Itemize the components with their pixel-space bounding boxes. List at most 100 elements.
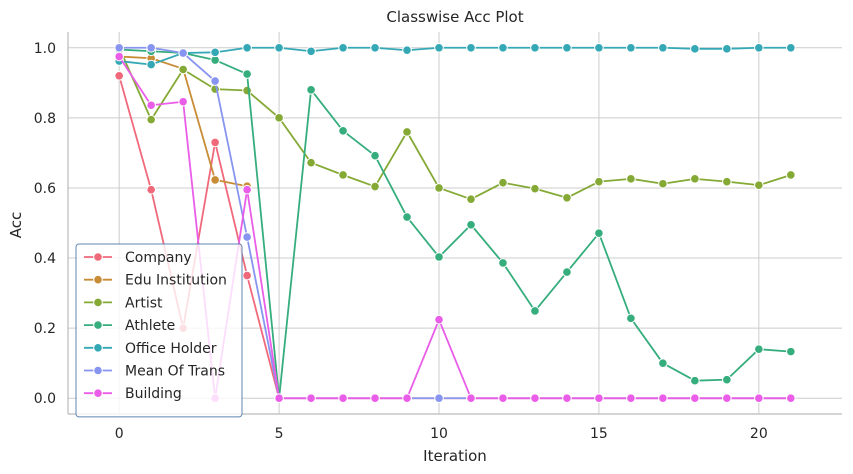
data-point <box>242 42 252 53</box>
series-layer <box>114 42 796 404</box>
data-point <box>146 100 156 111</box>
data-point <box>786 170 796 180</box>
legend-item: Artist <box>84 295 163 311</box>
legend-item: Edu Institution <box>84 273 227 289</box>
data-point <box>178 64 188 75</box>
data-point <box>114 51 124 62</box>
x-tick-label: 5 <box>275 426 284 442</box>
data-point <box>274 113 284 123</box>
chart-title: Classwise Acc Plot <box>386 8 523 26</box>
data-point <box>306 46 316 57</box>
series-line <box>119 46 791 66</box>
data-point <box>722 374 732 385</box>
data-point <box>658 178 668 189</box>
data-point <box>530 42 540 53</box>
x-axis-ticks: 0 5 10 15 20 <box>115 426 768 442</box>
data-point <box>722 44 732 54</box>
data-point <box>402 45 412 56</box>
x-axis-label: Iteration <box>423 447 487 465</box>
x-tick-label: 20 <box>750 426 768 442</box>
legend: Company Edu Institution Artist Athlete Offic… <box>75 243 243 418</box>
data-point <box>626 174 636 184</box>
y-tick-label: 0.4 <box>34 251 56 267</box>
series-line <box>119 48 791 400</box>
legend-swatch-marker <box>93 365 103 376</box>
data-point <box>146 114 156 125</box>
data-point <box>338 42 348 53</box>
data-point <box>370 42 380 53</box>
legend-label: Office Holder <box>125 341 217 357</box>
legend-item: Athlete <box>84 318 175 334</box>
data-point <box>530 183 540 194</box>
data-point <box>690 393 700 404</box>
data-point <box>178 96 188 107</box>
y-tick-label: 1.0 <box>34 41 56 57</box>
data-point <box>562 192 572 203</box>
data-point <box>626 42 636 53</box>
data-point <box>594 393 604 404</box>
data-point <box>242 184 252 195</box>
data-point <box>242 232 252 242</box>
data-point <box>434 252 444 262</box>
data-point <box>530 306 540 316</box>
data-point <box>466 42 476 53</box>
data-point <box>370 150 380 161</box>
data-point <box>242 85 252 96</box>
data-point <box>146 184 156 195</box>
data-point <box>690 174 700 184</box>
data-point <box>210 137 220 148</box>
x-tick-label: 10 <box>430 426 448 442</box>
data-point <box>466 393 476 404</box>
data-point <box>306 157 316 168</box>
series-athlete <box>114 44 796 404</box>
data-point <box>498 177 508 188</box>
legend-label: Company <box>125 250 192 266</box>
legend-item: Mean Of Trans <box>84 364 225 380</box>
data-point <box>754 393 764 404</box>
data-point <box>786 42 796 53</box>
legend-item: Company <box>84 250 192 266</box>
data-point <box>626 393 636 404</box>
data-point <box>786 393 796 404</box>
data-point <box>594 42 604 53</box>
data-point <box>594 176 604 187</box>
data-point <box>370 393 380 404</box>
data-point <box>402 212 412 222</box>
series-artist <box>114 42 796 204</box>
legend-swatch-marker <box>93 320 103 330</box>
data-point <box>210 76 220 86</box>
y-tick-label: 0.2 <box>34 321 56 337</box>
legend-box <box>75 243 243 418</box>
legend-item: Building <box>84 386 182 402</box>
data-point <box>626 313 636 324</box>
data-point <box>530 393 540 404</box>
data-point <box>722 393 732 404</box>
data-point <box>114 71 124 81</box>
data-point <box>306 85 316 95</box>
y-tick-label: 0.0 <box>34 391 56 407</box>
legend-swatch-marker <box>93 343 103 353</box>
data-point <box>786 346 796 357</box>
data-point <box>402 393 412 404</box>
x-tick-label: 0 <box>115 426 124 442</box>
data-point <box>210 175 220 185</box>
data-point <box>754 344 764 354</box>
series-office-holder <box>114 42 796 70</box>
legend-label: Athlete <box>125 318 175 334</box>
data-point <box>242 69 252 79</box>
data-point <box>690 44 700 54</box>
legend-label: Mean Of Trans <box>125 364 225 380</box>
data-point <box>370 181 380 192</box>
data-point <box>402 127 412 137</box>
data-point <box>434 314 444 325</box>
data-point <box>722 176 732 187</box>
data-point <box>594 228 604 238</box>
data-point <box>690 375 700 386</box>
x-tick-label: 15 <box>590 426 608 442</box>
data-point <box>146 59 156 70</box>
legend-swatch-marker <box>93 388 103 399</box>
data-point <box>562 393 572 404</box>
y-tick-label: 0.6 <box>34 181 56 197</box>
y-axis-ticks: 0.0 0.2 0.4 0.6 0.8 1.0 <box>34 41 56 407</box>
data-point <box>434 183 444 193</box>
